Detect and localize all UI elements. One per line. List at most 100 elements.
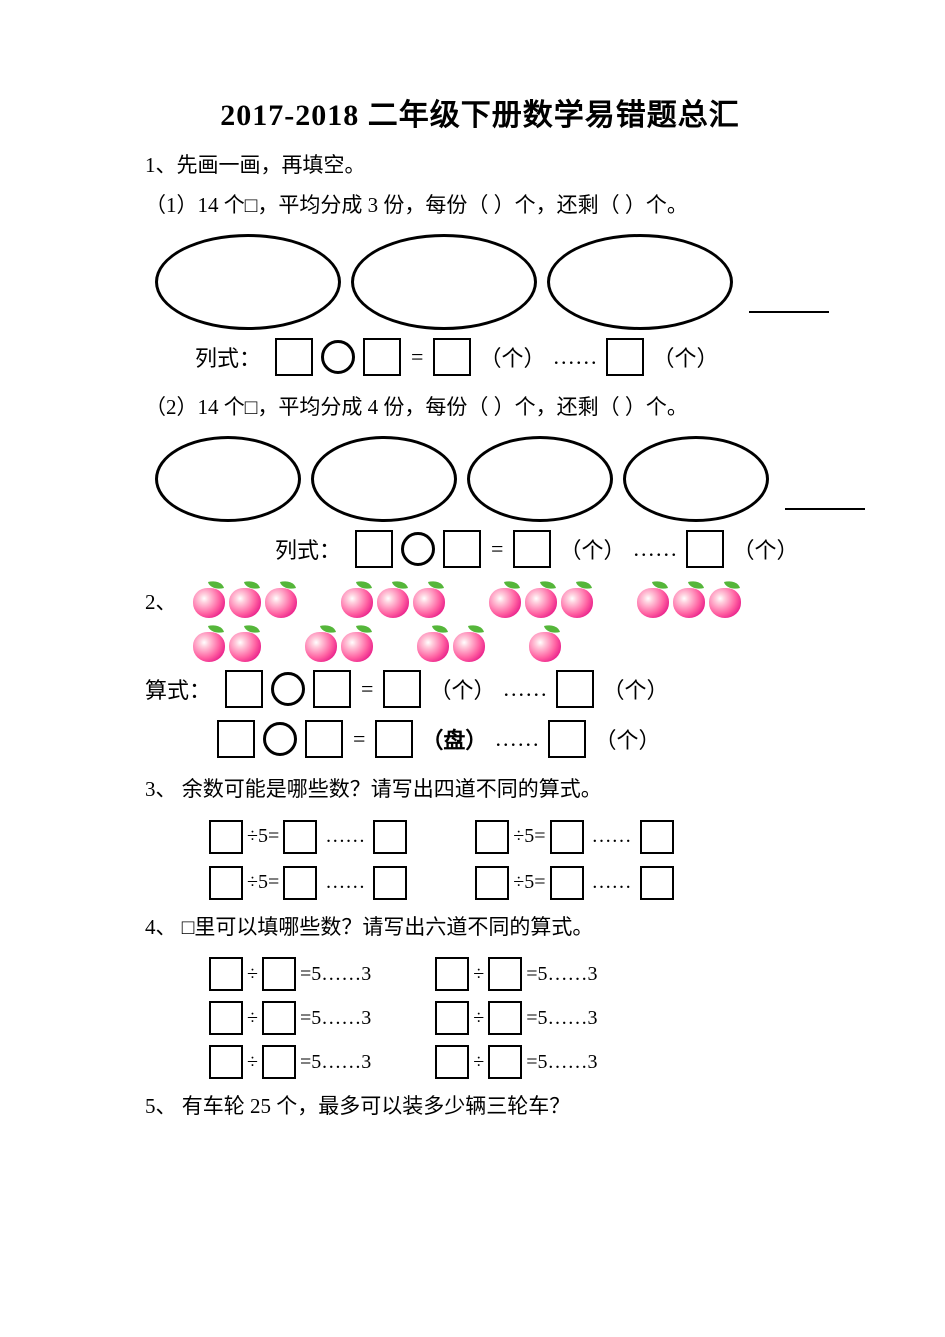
rhs-text: =5……3 [526,1051,597,1074]
rhs-text: =5……3 [300,963,371,986]
div-sign: ÷ [247,1051,258,1074]
blank-box[interactable] [550,866,584,900]
dots: ...... [633,536,678,562]
suanshi-label: 算式： [145,673,211,705]
peach-icon [373,580,413,620]
oval-icon [155,436,301,522]
q5-text: 5、 有车轮 25 个，最多可以装多少辆三轮车？ [145,1087,815,1127]
blank-box[interactable] [475,866,509,900]
q3-eq: ÷5= …… [471,820,677,854]
peach-icon [669,580,709,620]
oval-icon [351,234,537,330]
blank-box[interactable] [375,720,413,758]
unit-ge: （个） [429,673,495,705]
blank-box[interactable] [383,670,421,708]
formula-label: 列式： [275,533,341,565]
equals-sign: = [361,676,373,702]
unit-ge: （个） [559,533,625,565]
blank-box[interactable] [283,820,317,854]
worksheet-page: 2017-2018 二年级下册数学易错题总汇 1、先画一画，再填空。 （1）14… [0,0,945,1337]
blank-box[interactable] [435,1045,469,1079]
blank-box[interactable] [488,1045,522,1079]
peach-icon [261,580,301,620]
blank-box[interactable] [262,1045,296,1079]
blank-box[interactable] [443,530,481,568]
rhs-text: =5……3 [526,1007,597,1030]
blank-box[interactable] [488,957,522,991]
div-sign: ÷ [473,963,484,986]
blank-box[interactable] [209,1001,243,1035]
blank-box[interactable] [283,866,317,900]
blank-box[interactable] [225,670,263,708]
q1-p2-ellipse-row [155,436,815,522]
blank-box[interactable] [305,720,343,758]
blank-box[interactable] [373,866,407,900]
q3-eq: ÷5= …… [205,866,411,900]
blank-box[interactable] [475,820,509,854]
unit-ge: （个） [732,533,798,565]
peach-icon [301,624,341,664]
dots: …… [592,871,632,894]
blank-box[interactable] [556,670,594,708]
q3-text: 3、 余数可能是哪些数？请写出四道不同的算式。 [145,770,815,810]
equals-sign: = [353,726,365,752]
q2-label: 2、 [145,586,177,616]
blank-box[interactable] [275,338,313,376]
blank-box[interactable] [640,866,674,900]
operator-circle[interactable] [321,340,355,374]
peach-row [189,624,781,664]
page-title: 2017-2018 二年级下册数学易错题总汇 [145,90,815,134]
blank-box[interactable] [488,1001,522,1035]
blank-box[interactable] [548,720,586,758]
q3-grid-row: ÷5= …… ÷5= …… [205,866,815,900]
operator-circle[interactable] [263,722,297,756]
div5-text: ÷5= [513,825,545,848]
q4-eq: ÷ =5……3 [205,957,371,991]
blank-box[interactable] [209,957,243,991]
blank-box[interactable] [373,820,407,854]
div-sign: ÷ [247,1007,258,1030]
blank-box[interactable] [313,670,351,708]
q4-grid: ÷ =5……3 ÷ =5……3 ÷ =5……3 ÷ =5… [205,957,815,1079]
dots: ...... [495,726,540,752]
blank-box[interactable] [550,820,584,854]
operator-circle[interactable] [401,532,435,566]
blank-box[interactable] [209,866,243,900]
blank-box[interactable] [262,1001,296,1035]
blank-box[interactable] [217,720,255,758]
q1-intro: 1、先画一画，再填空。 [145,146,815,186]
blank-box[interactable] [209,820,243,854]
oval-icon [467,436,613,522]
blank-box[interactable] [363,338,401,376]
blank-box[interactable] [355,530,393,568]
blank-box[interactable] [262,957,296,991]
blank-line [785,508,865,510]
q1-part2-text: （2）14 个□，平均分成 4 份，每份（ ）个，还剩（ ）个。 [145,388,815,428]
div-sign: ÷ [473,1007,484,1030]
peach-icon [557,580,597,620]
blank-box[interactable] [435,1001,469,1035]
peach-icon [409,580,449,620]
oval-icon [311,436,457,522]
rhs-text: =5……3 [300,1051,371,1074]
operator-circle[interactable] [271,672,305,706]
blank-box[interactable] [435,957,469,991]
unit-ge: （个） [602,673,668,705]
rhs-text: =5……3 [526,963,597,986]
peach-icon [225,624,265,664]
blank-box[interactable] [513,530,551,568]
peach-icon [225,580,265,620]
peach-icon [633,580,673,620]
blank-box[interactable] [433,338,471,376]
q3-eq: ÷5= …… [205,820,411,854]
peach-icon [485,580,525,620]
div-sign: ÷ [247,963,258,986]
blank-box[interactable] [686,530,724,568]
blank-box[interactable] [640,820,674,854]
q3-grid: ÷5= …… ÷5= …… ÷5= …… [205,820,815,900]
blank-box[interactable] [209,1045,243,1079]
blank-line [749,311,829,313]
blank-box[interactable] [606,338,644,376]
unit-ge: （个） [479,341,545,373]
q2-row: 2、 [145,580,815,664]
